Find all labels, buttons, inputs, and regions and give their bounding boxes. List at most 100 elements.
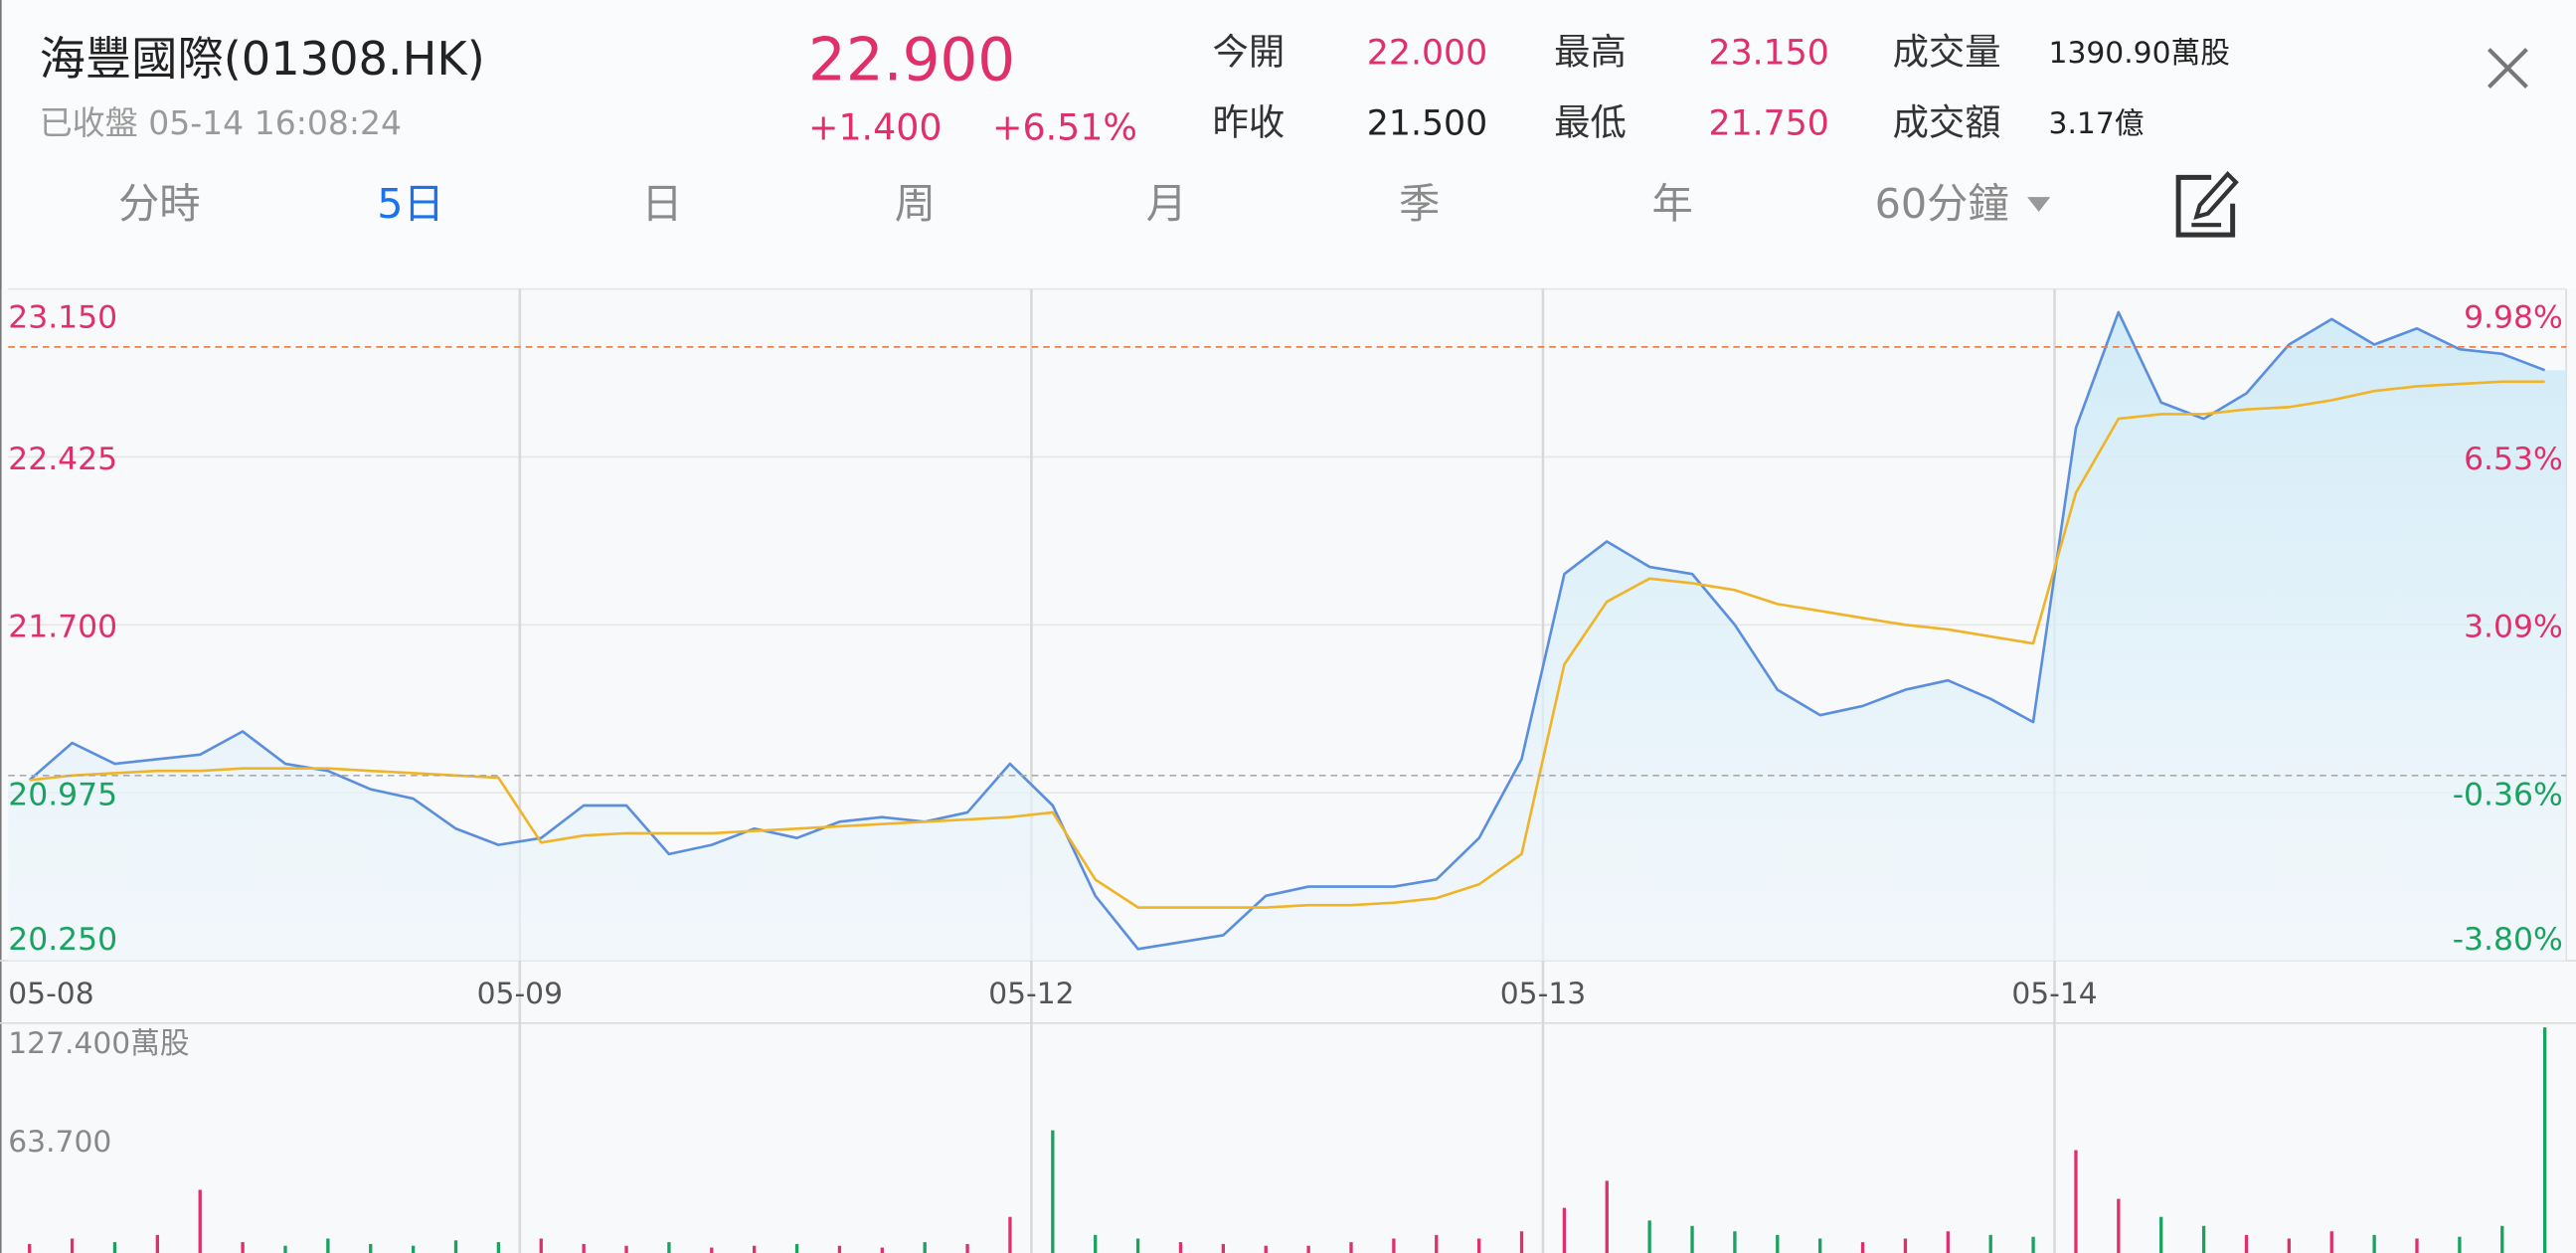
period-tab[interactable]: 季 (1399, 180, 1440, 228)
volume-bar (70, 1238, 75, 1253)
volume-bar (1094, 1234, 1098, 1253)
volume-bar (710, 1247, 714, 1253)
volume-bar (2159, 1216, 2163, 1253)
volume-bar (1605, 1180, 1609, 1253)
volume-bar (198, 1189, 202, 1253)
edit-button[interactable] (2175, 171, 2239, 238)
volume-bar (1435, 1234, 1439, 1253)
close-icon (2487, 48, 2528, 89)
market-status: 已收盤 05-14 16:08:24 (40, 103, 402, 142)
volume-bar (1178, 1242, 1183, 1253)
volume-bar (753, 1245, 757, 1253)
y-tick-label: 20.975 (8, 778, 117, 813)
stat-value: 23.150 (1709, 34, 1829, 74)
volume-bar (2287, 1238, 2292, 1253)
volume-bar (112, 1242, 117, 1253)
volume-bar (1860, 1242, 1865, 1253)
volume-bar (923, 1242, 927, 1253)
volume-bar (2329, 1231, 2333, 1253)
volume-bar (1988, 1234, 1992, 1253)
x-tick-label: 05-12 (988, 977, 1074, 1011)
volume-bar (539, 1238, 543, 1253)
volume-bar (369, 1243, 373, 1253)
volume-bar (2458, 1236, 2462, 1253)
volume-bar (1349, 1242, 1353, 1253)
period-tab[interactable]: 分時 (118, 180, 201, 228)
volume-bar (1306, 1245, 1310, 1253)
y2-tick-label: 3.09% (2464, 610, 2563, 645)
volume-bar (1476, 1238, 1481, 1253)
volume-bar (1392, 1238, 1396, 1253)
volume-bar (1776, 1234, 1780, 1253)
stat-label: 最低 (1554, 101, 1627, 144)
volume-tick-label: 127.400萬股 (8, 1026, 189, 1061)
stat-label: 最高 (1554, 31, 1627, 74)
volume-bar (1008, 1216, 1012, 1253)
volume-bar (2372, 1234, 2376, 1253)
volume-bar (496, 1242, 501, 1253)
volume-bar (155, 1234, 159, 1253)
stat-value: 21.500 (1367, 104, 1487, 144)
volume-bar (2244, 1234, 2249, 1253)
volume-bar (1135, 1238, 1140, 1253)
y-tick-label: 21.700 (8, 610, 117, 645)
price-change-pct: +6.51% (992, 105, 1137, 148)
volume-bar (1519, 1231, 1524, 1253)
volume-bar (2415, 1238, 2419, 1253)
period-tab[interactable]: 周 (895, 180, 936, 228)
volume-bar (453, 1240, 458, 1253)
y-tick-label: 23.150 (8, 299, 117, 335)
volume-bar (667, 1242, 671, 1253)
stat-value: 1390.90萬股 (2049, 36, 2230, 71)
y2-tick-label: -0.36% (2453, 778, 2563, 813)
edit-icon (2193, 171, 2239, 220)
price-line (28, 310, 2546, 951)
volume-bar (2542, 1027, 2547, 1253)
volume-bar (2500, 1225, 2504, 1253)
volume-bar (2117, 1198, 2121, 1253)
volume-bar (283, 1245, 287, 1253)
volume-bar (880, 1247, 884, 1253)
volume-bar (1690, 1225, 1694, 1253)
period-tab[interactable]: 月 (1146, 180, 1187, 228)
stat-label: 昨收 (1212, 101, 1285, 144)
volume-bar (326, 1238, 330, 1253)
volume-bar (2074, 1150, 2078, 1253)
x-tick-label: 05-09 (477, 977, 563, 1011)
volume-bar (241, 1242, 245, 1253)
x-tick-label: 05-14 (2011, 977, 2097, 1011)
volume-bar (837, 1245, 842, 1253)
price-change: +1.400 (808, 105, 942, 148)
x-tick-label: 05-08 (8, 977, 93, 1011)
stat-label: 成交量 (1893, 31, 2001, 74)
stat-value: 3.17億 (2049, 106, 2145, 141)
volume-bar (1264, 1245, 1268, 1253)
period-tab[interactable]: 60分鐘 (1875, 180, 2009, 228)
volume-bar (1818, 1238, 1822, 1253)
y-tick-label: 22.425 (8, 442, 117, 477)
period-tab[interactable]: 年 (1652, 180, 1693, 228)
volume-bar (1562, 1207, 1567, 1253)
stat-label: 成交額 (1893, 101, 2001, 144)
y2-tick-label: 9.98% (2464, 299, 2563, 335)
y2-tick-label: -3.80% (2453, 922, 2563, 958)
last-price: 22.900 (808, 27, 1015, 95)
period-tab[interactable]: 5日 (377, 180, 444, 228)
volume-bar (794, 1243, 799, 1253)
volume-bar (1221, 1243, 1226, 1253)
dropdown-arrow[interactable] (2027, 197, 2051, 213)
stat-value: 22.000 (1367, 34, 1487, 74)
volume-tick-label: 63.700 (8, 1125, 111, 1160)
volume-bar (965, 1243, 969, 1253)
stock-title: 海豐國際(01308.HK) (40, 32, 485, 86)
volume-bar (1946, 1231, 1950, 1253)
volume-bar (28, 1243, 32, 1253)
price-area (8, 311, 2567, 962)
volume-bar (2201, 1225, 2206, 1253)
period-tab[interactable]: 日 (641, 180, 682, 228)
stat-label: 今開 (1212, 31, 1285, 74)
stat-value: 21.750 (1709, 104, 1829, 144)
left-edge (0, 0, 2, 1253)
close-button[interactable] (2487, 48, 2528, 89)
